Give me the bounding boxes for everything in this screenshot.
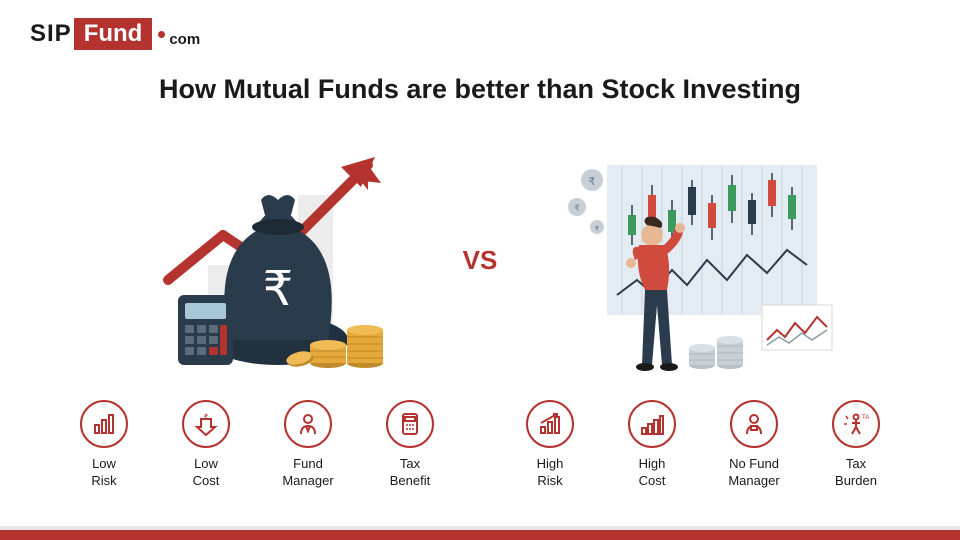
svg-text:₹: ₹: [589, 176, 596, 188]
feature-tax-benefit: Tax Benefit: [375, 400, 445, 490]
svg-text:₹: ₹: [262, 263, 293, 316]
feature-label: Low Risk: [91, 456, 116, 490]
high-risk-icon: [526, 400, 574, 448]
no-fund-manager-icon: [730, 400, 778, 448]
feature-no-fund-manager: No Fund Manager: [719, 400, 789, 490]
low-cost-icon: ₹: [182, 400, 230, 448]
feature-label: No Fund Manager: [728, 456, 779, 490]
features-row: Low Risk ₹ Low Cost Fund Manager Tax Benefit…: [0, 400, 960, 490]
feature-label: Low Cost: [193, 456, 220, 490]
page-title: How Mutual Funds are better than Stock I…: [0, 74, 960, 105]
svg-text:TAX: TAX: [862, 415, 869, 421]
feature-label: High Risk: [537, 456, 564, 490]
low-risk-icon: [80, 400, 128, 448]
logo: SIP Fund com: [30, 18, 200, 50]
feature-label: Tax Burden: [835, 456, 877, 490]
tax-burden-icon: TAX: [832, 400, 880, 448]
logo-dot-icon: [158, 31, 165, 38]
tax-benefit-icon: [386, 400, 434, 448]
feature-high-cost: High Cost: [617, 400, 687, 490]
footer-bar: [0, 526, 960, 540]
high-cost-icon: [628, 400, 676, 448]
svg-text:₹: ₹: [574, 203, 580, 213]
feature-tax-burden: TAX Tax Burden: [821, 400, 891, 490]
feature-label: Fund Manager: [282, 456, 333, 490]
logo-fund: Fund: [74, 18, 153, 50]
mutual-fund-features: Low Risk ₹ Low Cost Fund Manager Tax Benefit: [69, 400, 445, 490]
logo-sip: SIP: [30, 20, 72, 48]
feature-low-risk: Low Risk: [69, 400, 139, 490]
vs-label: VS: [463, 245, 498, 276]
mutual-funds-illustration: ₹: [113, 145, 433, 375]
feature-fund-manager: Fund Manager: [273, 400, 343, 490]
fund-manager-icon: [284, 400, 332, 448]
feature-label: Tax Benefit: [390, 456, 430, 490]
main-comparison: ₹: [0, 130, 960, 390]
feature-high-risk: High Risk: [515, 400, 585, 490]
feature-low-cost: ₹ Low Cost: [171, 400, 241, 490]
logo-com: com: [169, 31, 200, 48]
feature-label: High Cost: [639, 456, 666, 490]
svg-text:₹: ₹: [595, 225, 600, 233]
stock-features: High Risk High Cost No Fund Manager TAX Tax …: [515, 400, 891, 490]
stock-investing-illustration: ₹ ₹ ₹: [527, 145, 847, 375]
